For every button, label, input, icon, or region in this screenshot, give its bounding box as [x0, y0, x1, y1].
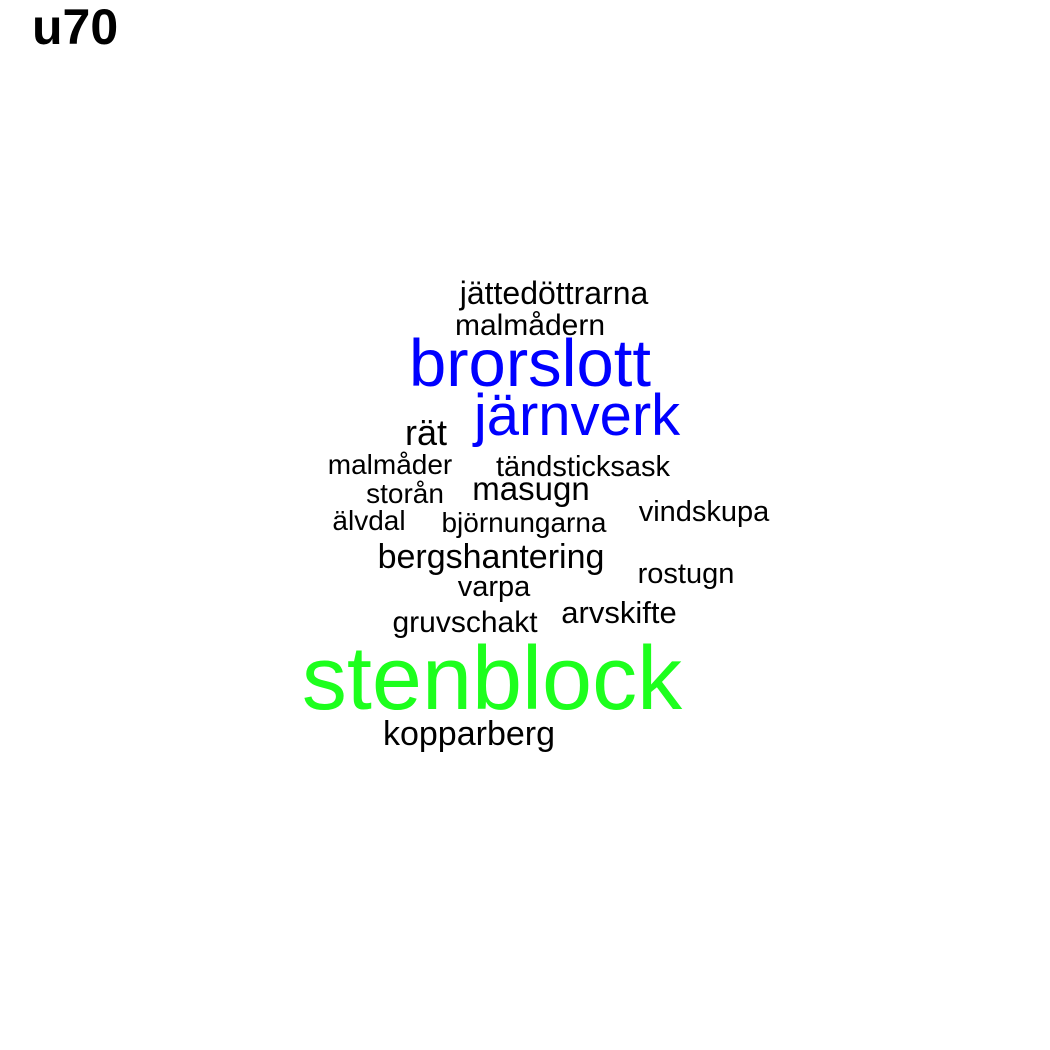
cloud-word: malmåder [327, 449, 453, 480]
cloud-word: storån [366, 478, 444, 509]
cloud-word: rostugn [637, 558, 735, 590]
cloud-word: malmådern [454, 309, 606, 342]
cloud-word: kopparberg [382, 715, 556, 753]
cloud-word: stenblock [301, 629, 683, 729]
cloud-word: gruvschakt [392, 606, 538, 639]
cloud-word: rät [404, 412, 448, 453]
cloud-word: vindskupa [638, 496, 770, 528]
cloud-word: masugn [472, 470, 590, 507]
page-title: u70 [32, 0, 119, 55]
cloud-word: jättedöttrarna [459, 275, 649, 311]
cloud-word: järnverk [473, 383, 681, 448]
cloud-word: arvskifte [561, 595, 677, 630]
cloud-word: björnungarna [441, 507, 607, 538]
cloud-word: brorslott [408, 326, 652, 401]
cloud-word: bergshantering [377, 538, 605, 576]
cloud-word: tändsticksask [495, 451, 671, 483]
cloud-word: älvdal [332, 505, 406, 536]
cloud-word: varpa [457, 571, 531, 603]
